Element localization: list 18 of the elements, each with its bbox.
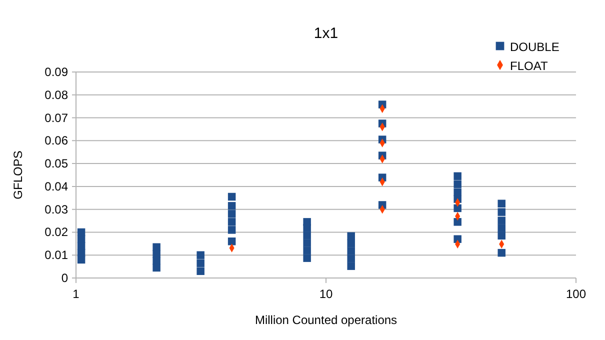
x-axis-title: Million Counted operations	[254, 313, 398, 327]
y-tick-label: 0	[61, 271, 68, 285]
y-tick-label: 0.09	[44, 65, 68, 79]
x-tick-label: 1	[72, 287, 80, 301]
y-tick-label: 0.02	[44, 225, 68, 240]
y-tick-label: 0.04	[44, 179, 68, 194]
y-tick-label: 0.01	[44, 248, 68, 262]
legend-label: DOUBLE	[510, 40, 560, 54]
y-tick-label: 0.03	[44, 202, 68, 216]
y-tick-label: 0.07	[44, 110, 68, 125]
y-tick-label: 0.05	[44, 156, 68, 171]
x-tick-label: 100	[566, 287, 586, 301]
legend-label: FLOAT	[510, 59, 548, 73]
y-tick-label: 0.08	[44, 88, 68, 102]
y-axis-title: GFLOPS	[11, 150, 25, 200]
chart-title: 1x1	[314, 25, 338, 42]
y-tick-label: 0.06	[44, 134, 68, 148]
x-tick-label: 10	[319, 287, 333, 301]
